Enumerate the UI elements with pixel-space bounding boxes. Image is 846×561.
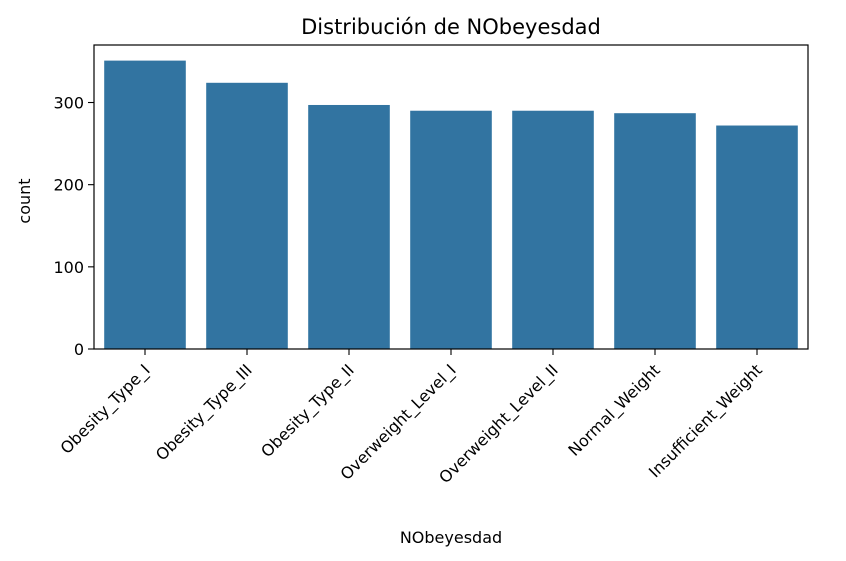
x-tick-label: Obesity_Type_II [257, 360, 358, 461]
bar-insufficient-weight [716, 125, 798, 349]
bar-overweight-level-ii [512, 110, 594, 349]
y-tick-label: 300 [53, 94, 84, 113]
x-axis-label: NObeyesdad [400, 528, 502, 547]
y-axis: 0 100 200 300 [53, 94, 94, 359]
bar-obesity-type-iii [206, 82, 288, 350]
y-tick-label: 0 [74, 340, 84, 359]
y-tick-label: 200 [53, 176, 84, 195]
bar-overweight-level-i [410, 110, 492, 349]
x-tick-label: Obesity_Type_I [57, 360, 155, 458]
x-tick-label: Insufficient_Weight [645, 360, 767, 482]
x-tick-label: Overweight_Level_II [435, 360, 562, 487]
x-tick-label: Normal_Weight [564, 360, 664, 460]
bars-group [104, 60, 798, 350]
y-tick-label: 100 [53, 258, 84, 277]
bar-normal-weight [614, 113, 696, 349]
bar-obesity-type-i [104, 60, 186, 349]
x-tick-label: Obesity_Type_III [152, 360, 257, 465]
y-axis-label: count [15, 178, 34, 223]
plot-frame [93, 44, 809, 350]
chart-title: Distribución de NObeyesdad [301, 15, 601, 39]
bar-obesity-type-ii [308, 104, 390, 349]
